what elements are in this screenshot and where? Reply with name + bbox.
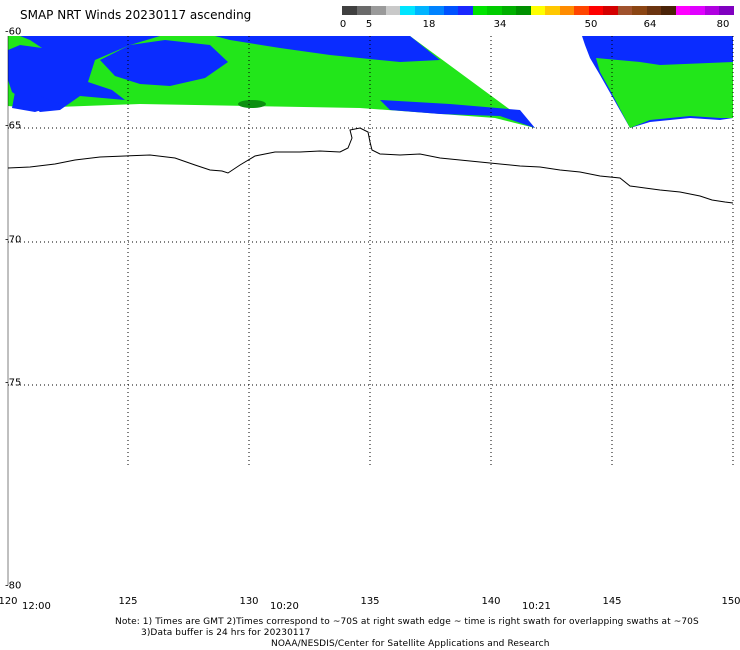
footnote-line-2: 3)Data buffer is 24 hrs for 20230117 xyxy=(141,628,311,638)
colorbar-segment xyxy=(617,6,633,15)
latitude-label: -80 xyxy=(5,580,22,592)
colorbar-segment xyxy=(400,6,415,15)
swath-dark-green-patch xyxy=(238,100,266,108)
colorbar-segment xyxy=(472,6,488,15)
colorbar-segment xyxy=(530,6,546,15)
wind-swath-right xyxy=(582,36,733,128)
colorbar-segment xyxy=(385,6,401,15)
longitude-label: 145 xyxy=(602,596,622,607)
colorbar-tick-label: 0 xyxy=(339,19,347,30)
longitude-label: 120 xyxy=(0,596,18,607)
colorbar-segment xyxy=(443,6,459,15)
colorbar-segment xyxy=(342,6,357,15)
colorbar-segment xyxy=(371,6,386,15)
colorbar-tick-label: 5 xyxy=(365,19,373,30)
swath-blue-area xyxy=(380,100,535,128)
colorbar-segment xyxy=(356,6,372,15)
swath-blue-area xyxy=(100,40,228,86)
colorbar-segment xyxy=(646,6,662,15)
colorbar-segment xyxy=(704,6,720,15)
colorbar-segment xyxy=(661,6,676,15)
colorbar-segment xyxy=(487,6,502,15)
colorbar-segment xyxy=(516,6,531,15)
colorbar-tick-label: 64 xyxy=(643,19,657,30)
colorbar-segment xyxy=(429,6,444,15)
longitude-label: 125 xyxy=(118,596,138,607)
colorbar-tick-label: 50 xyxy=(584,19,598,30)
colorbar-segment xyxy=(574,6,589,15)
colorbar-segment xyxy=(414,6,430,15)
colorbar-segment xyxy=(603,6,618,15)
colorbar-segment xyxy=(545,6,560,15)
colorbar-segment xyxy=(588,6,604,15)
swath-time-label: 10:20 xyxy=(270,601,299,612)
antarctic-coastline xyxy=(7,127,734,204)
colorbar-segment xyxy=(719,6,734,15)
colorbar-segment xyxy=(675,6,691,15)
swath-blue-area xyxy=(8,36,440,112)
footnote-line-3: NOAA/NESDIS/Center for Satellite Applica… xyxy=(271,639,550,649)
colorbar-segment xyxy=(501,6,517,15)
longitude-label: 130 xyxy=(239,596,259,607)
colorbar-segment xyxy=(690,6,705,15)
latitude-label: -70 xyxy=(5,234,22,246)
longitude-label: 150 xyxy=(721,596,740,607)
longitude-label: 140 xyxy=(481,596,501,607)
longitude-label: 135 xyxy=(360,596,380,607)
wind-swath-left xyxy=(8,36,535,128)
colorbar-tick-label: 18 xyxy=(422,19,436,30)
colorbar-segment xyxy=(632,6,647,15)
footnote-line-1: Note: 1) Times are GMT 2)Times correspon… xyxy=(115,617,699,627)
colorbar-segment xyxy=(559,6,575,15)
colorbar-segment xyxy=(458,6,473,15)
map-title: SMAP NRT Winds 20230117 ascending xyxy=(20,8,252,22)
latitude-label: -60 xyxy=(5,26,22,38)
latitude-label: -65 xyxy=(5,120,22,132)
latitude-label: -75 xyxy=(5,377,22,389)
swath-blue-area xyxy=(12,92,60,112)
colorbar-tick-label: 34 xyxy=(493,19,507,30)
graticule xyxy=(8,36,734,465)
swath-time-label: 10:21 xyxy=(522,601,551,612)
wind-speed-colorbar xyxy=(342,6,734,15)
swath-time-label: 12:00 xyxy=(22,601,51,612)
colorbar-tick-label: 80 xyxy=(716,19,730,30)
swath-green-area xyxy=(596,58,733,128)
